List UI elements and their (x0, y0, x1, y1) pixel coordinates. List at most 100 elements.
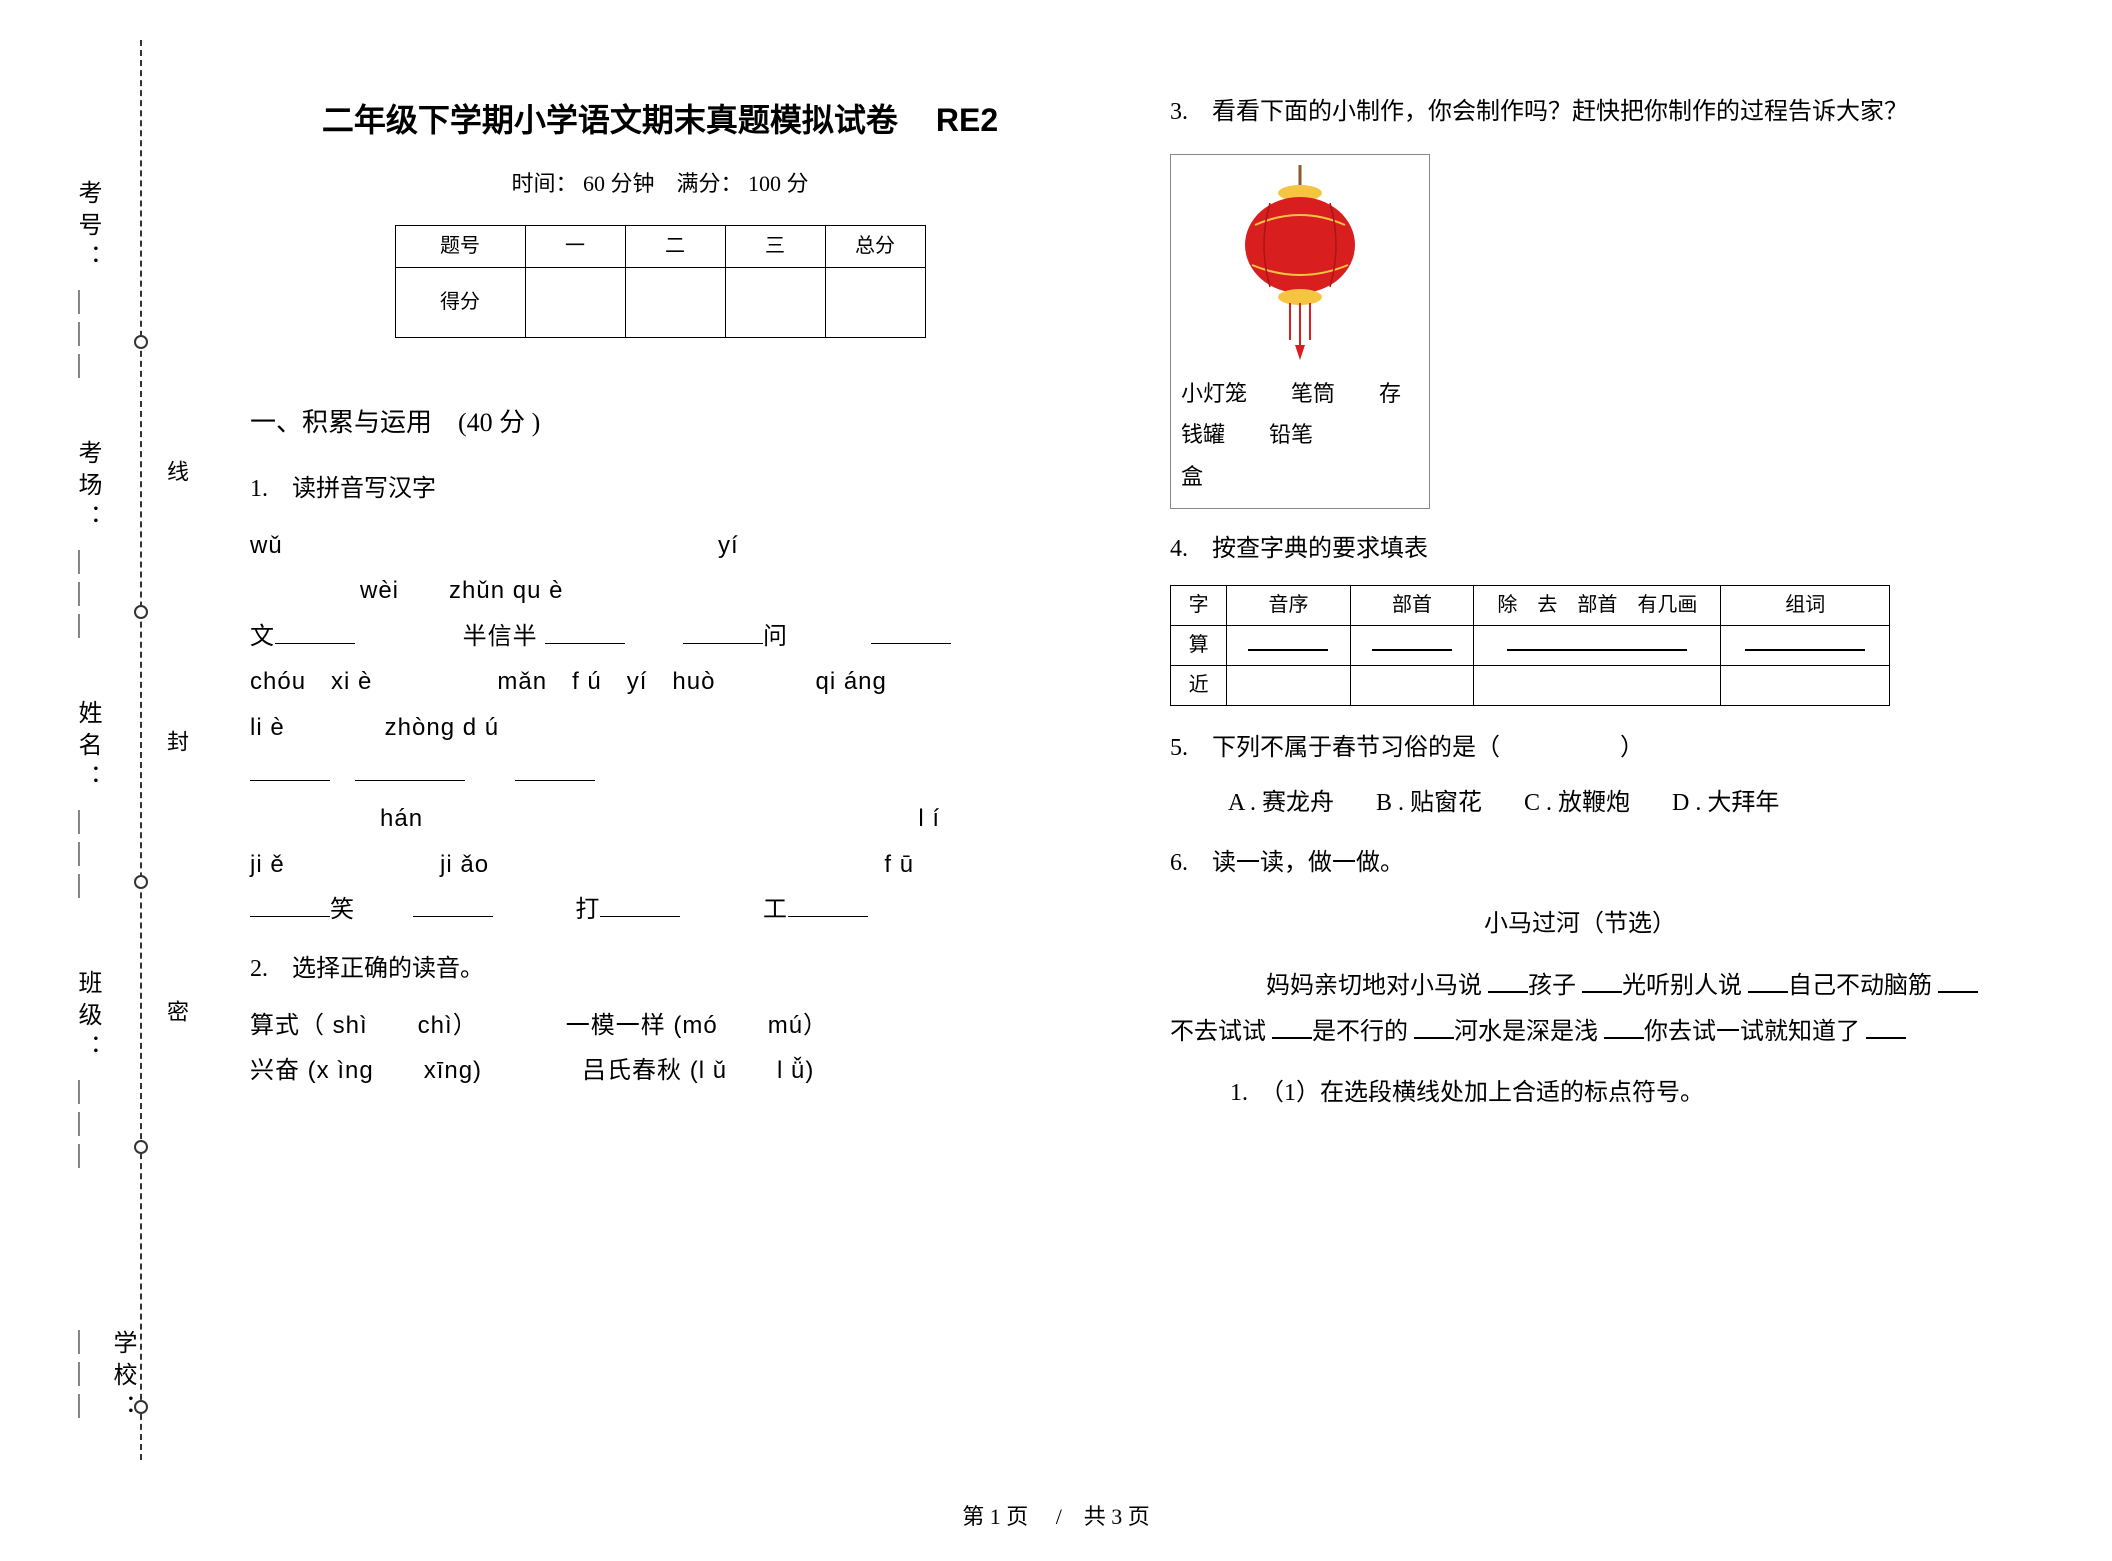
binding-dot-icon (134, 605, 148, 619)
table-row: 题号 一 二 三 总分 (395, 225, 925, 267)
table-row: 得分 (395, 267, 925, 337)
binding-inner-char: 线 (160, 460, 192, 502)
dict-cell (1721, 665, 1890, 705)
binding-dot-icon (134, 1140, 148, 1154)
exam-title: 二年级下学期小学语文期末真题模拟试卷 RE2 (250, 90, 1070, 151)
binding-label: 考号： ＿＿＿ (70, 180, 105, 386)
pinyin-text: l í (918, 805, 940, 832)
dict-cell (1227, 625, 1351, 665)
story-text: 你去试一试就知道了 (1644, 1019, 1866, 1045)
page-footer: 第 1 页 / 共 3 页 (0, 1499, 2112, 1531)
table-row: 近 (1171, 665, 1890, 705)
punctuation-blank (1938, 971, 1978, 993)
blank (600, 895, 680, 917)
blank (1745, 629, 1865, 651)
dict-header: 音序 (1227, 585, 1351, 625)
binding-dot-icon (134, 875, 148, 889)
question-3: 3. 看看下面的小制作，你会制作吗？赶快把你制作的过程告诉大家？ (1170, 90, 1990, 136)
score-cell (725, 267, 825, 337)
pinyin-line: chóu xi è mǎn f ú yí huò qi áng (250, 659, 1070, 705)
q2-line: 算式（ shì chì） 一模一样 (mó mú） (250, 1003, 1070, 1049)
story-text: 孩子 (1528, 973, 1582, 999)
pinyin-text: wèi zhǔn qu è (360, 577, 563, 604)
dict-cell (1474, 665, 1721, 705)
pinyin-lines: wǔ yí wèi zhǔn qu è 文 半信半 问 chóu xi è mǎ… (250, 523, 1070, 933)
left-column: 二年级下学期小学语文期末真题模拟试卷 RE2 时间： 60 分钟 满分： 100… (250, 90, 1070, 1117)
lantern-caption: 盒 (1181, 456, 1419, 498)
dict-header: 除 去 部首 有几画 (1474, 585, 1721, 625)
dictionary-table: 字 音序 部首 除 去 部首 有几画 组词 算 近 (1170, 585, 1890, 706)
punctuation-blank (1748, 971, 1788, 993)
score-table: 题号 一 二 三 总分 得分 (395, 225, 926, 338)
dict-cell (1350, 625, 1474, 665)
question-5: 5. 下列不属于春节习俗的是（） (1170, 726, 1990, 772)
score-header: 一 (525, 225, 625, 267)
pinyin-text: wǔ (250, 532, 283, 559)
dict-cell (1350, 665, 1474, 705)
blank (788, 895, 868, 917)
question-6: 6. 读一读，做一做。 (1170, 841, 1990, 887)
binding-inner-char: 密 (160, 1000, 192, 1042)
blank (871, 622, 951, 644)
dict-header: 组词 (1721, 585, 1890, 625)
dict-cell (1721, 625, 1890, 665)
punctuation-blank (1604, 1017, 1644, 1039)
text: 工 (763, 896, 788, 923)
score-cell (625, 267, 725, 337)
blank (275, 622, 355, 644)
question-4: 4. 按查字典的要求填表 (1170, 527, 1990, 573)
binding-dashed-line (140, 40, 142, 1460)
pinyin-line: wèi zhǔn qu è (250, 568, 1070, 614)
blank (250, 759, 330, 781)
title-text: 二年级下学期小学语文期末真题模拟试卷 (322, 102, 898, 138)
option-c: C . 放鞭炮 (1524, 781, 1630, 827)
story-paragraph: 妈妈亲切地对小马说 孩子 光听别人说 自己不动脑筋 不去试试 是不行的 河水是深… (1170, 964, 1990, 1055)
pinyin-line: wǔ yí (250, 523, 1070, 569)
option-a: A . 赛龙舟 (1228, 781, 1334, 827)
blank (413, 895, 493, 917)
dict-header: 字 (1171, 585, 1227, 625)
story-text: 不去试试 (1170, 1019, 1272, 1045)
dict-header: 部首 (1350, 585, 1474, 625)
story-text: 光听别人说 (1622, 973, 1748, 999)
dict-cell (1474, 625, 1721, 665)
lantern-box: 小灯笼 笔筒 存钱罐 铅笔 盒 (1170, 154, 1430, 509)
score-header: 题号 (395, 225, 525, 267)
binding-label: 学校： ＿＿＿ (70, 1330, 140, 1460)
pinyin-line: hán l í (250, 796, 1070, 842)
exam-code: RE2 (936, 102, 998, 138)
dict-char: 近 (1171, 665, 1227, 705)
punctuation-blank (1582, 971, 1622, 993)
score-cell (525, 267, 625, 337)
blank (515, 759, 595, 781)
score-header: 三 (725, 225, 825, 267)
question-1: 1. 读拼音写汉字 (250, 467, 1070, 513)
story-text: 妈妈亲切地对小马说 (1218, 973, 1488, 999)
pinyin-line: ji ě ji ǎo f ū (250, 842, 1070, 888)
punctuation-blank (1414, 1017, 1454, 1039)
text: 文 (250, 623, 275, 650)
text: 笑 (330, 896, 355, 923)
binding-label: 姓名： ＿＿＿ (70, 700, 105, 906)
score-row-label: 得分 (395, 267, 525, 337)
binding-dot-icon (134, 1400, 148, 1414)
blank (355, 759, 465, 781)
fill-line: 笑 打 工 (250, 887, 1070, 933)
option-d: D . 大拜年 (1672, 781, 1779, 827)
binding-label: 班级： ＿＿＿ (70, 970, 105, 1176)
score-header: 二 (625, 225, 725, 267)
punctuation-blank (1866, 1017, 1906, 1039)
text: 半信半 (463, 623, 538, 650)
binding-margin: 考号： ＿＿＿考场： ＿＿＿姓名： ＿＿＿班级： ＿＿＿学校： ＿＿＿线封密 (30, 40, 190, 1460)
story-text: 是不行的 (1312, 1019, 1414, 1045)
binding-dot-icon (134, 335, 148, 349)
pinyin-text: ji ǎo (440, 851, 489, 878)
binding-label: 考场： ＿＿＿ (70, 440, 105, 646)
blank (1507, 629, 1687, 651)
q6-sub1: 1. （1）在选段横线处加上合适的标点符号。 (1170, 1071, 1990, 1117)
pinyin-text: ji ě (250, 851, 285, 878)
blank (1248, 629, 1328, 651)
punctuation-blank (1488, 971, 1528, 993)
table-row: 字 音序 部首 除 去 部首 有几画 组词 (1171, 585, 1890, 625)
dict-char: 算 (1171, 625, 1227, 665)
